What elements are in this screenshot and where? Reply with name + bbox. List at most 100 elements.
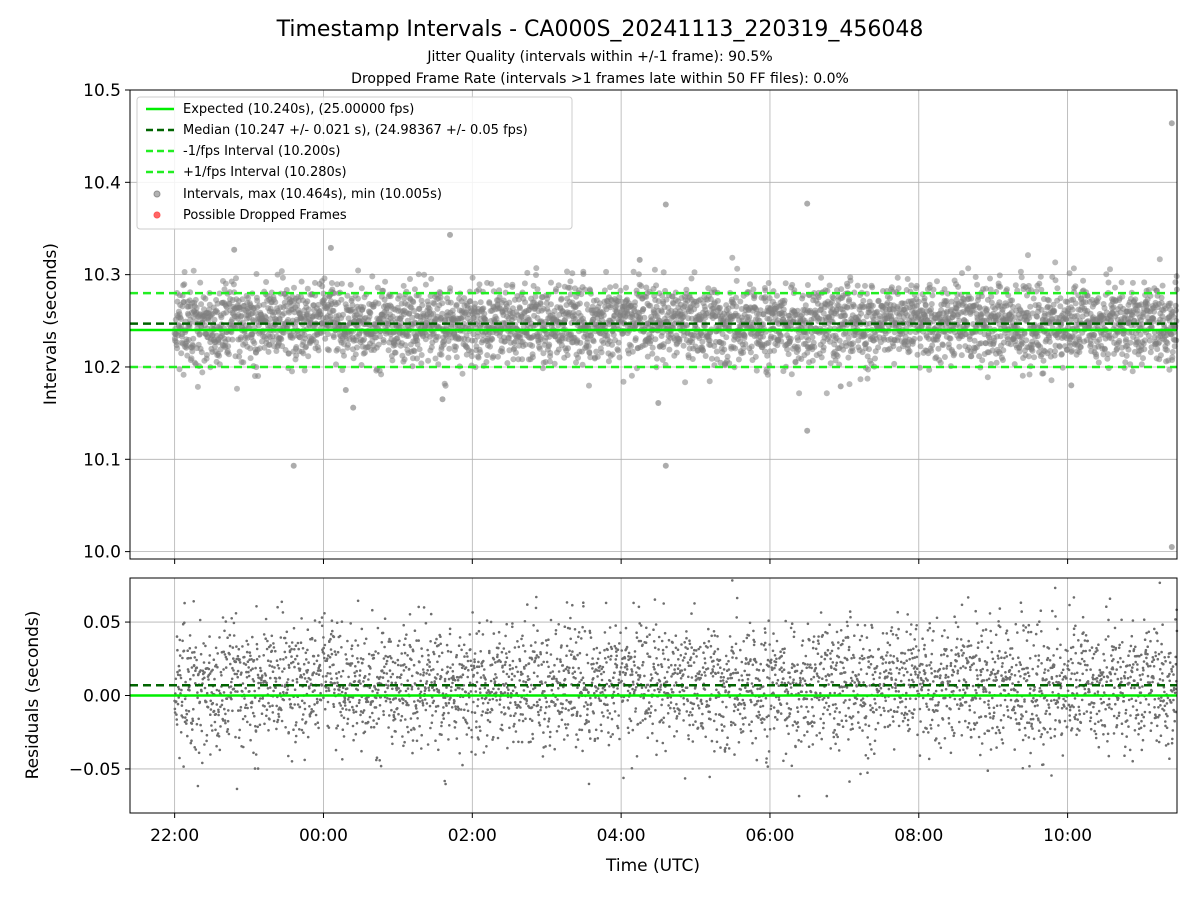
residual-point	[235, 787, 239, 791]
interval-point	[855, 337, 862, 344]
residual-point	[330, 652, 334, 656]
interval-point	[293, 344, 300, 350]
residual-point	[213, 720, 217, 724]
residual-point	[180, 704, 184, 707]
interval-point	[637, 314, 644, 321]
residual-point	[229, 691, 233, 694]
residual-point	[313, 619, 317, 622]
interval-point	[1054, 285, 1061, 292]
residual-point	[296, 703, 300, 706]
legend-label-plus-fps: +1/fps Interval (10.280s)	[183, 165, 347, 180]
interval-point	[641, 314, 648, 321]
residual-point	[312, 671, 316, 674]
residual-point	[317, 654, 320, 657]
interval-point	[862, 282, 868, 289]
interval-point	[453, 301, 460, 308]
interval-outlier-point	[1168, 544, 1175, 550]
residual-point	[174, 700, 178, 703]
residual-point	[332, 663, 335, 666]
interval-point	[846, 296, 853, 303]
interval-point	[1107, 266, 1113, 273]
residual-point	[391, 672, 395, 676]
interval-point	[432, 355, 439, 362]
residual-point	[367, 678, 370, 681]
interval-point	[245, 294, 252, 301]
residual-point	[280, 719, 284, 723]
interval-point	[234, 385, 240, 392]
interval-point	[615, 347, 622, 354]
residual-point	[360, 627, 364, 631]
residual-point	[254, 724, 257, 728]
residual-point	[390, 708, 393, 712]
residual-point	[277, 667, 281, 670]
residual-point	[200, 729, 204, 733]
residual-point	[203, 686, 207, 690]
residual-point	[208, 672, 212, 675]
residual-point	[372, 725, 376, 729]
interval-point	[411, 308, 418, 314]
residual-point	[371, 711, 374, 715]
residual-point	[327, 726, 331, 729]
interval-point	[425, 357, 432, 364]
residual-point	[294, 734, 298, 738]
interval-point	[1132, 296, 1139, 303]
residual-point	[361, 711, 365, 714]
residual-point	[390, 681, 394, 685]
residual-point	[313, 703, 316, 706]
residual-point	[254, 666, 257, 670]
residual-point	[356, 688, 360, 692]
interval-point	[382, 278, 389, 285]
interval-point	[416, 346, 423, 353]
interval-point	[189, 348, 196, 355]
residual-point	[377, 688, 380, 692]
residual-point	[201, 761, 204, 765]
interval-point	[1023, 337, 1030, 344]
interval-point	[439, 310, 446, 317]
legend-entry-expected: Expected (10.240s), (25.00000 fps)	[146, 102, 414, 117]
interval-point	[576, 300, 583, 307]
interval-point	[788, 371, 795, 378]
interval-point	[435, 361, 442, 368]
residual-point	[348, 700, 352, 704]
residual-point	[254, 753, 258, 756]
residual-point	[394, 730, 397, 733]
interval-point	[1030, 295, 1037, 302]
interval-point	[482, 316, 489, 323]
residual-point	[336, 681, 339, 684]
residual-point	[374, 650, 377, 653]
residual-point	[293, 703, 297, 706]
residual-point	[248, 651, 252, 654]
residual-point	[301, 718, 304, 721]
interval-point	[392, 349, 399, 356]
interval-point	[176, 366, 183, 373]
residual-point	[310, 637, 314, 641]
residual-point	[255, 647, 259, 651]
residual-point	[226, 728, 230, 731]
residual-point	[295, 680, 299, 684]
residual-point	[366, 700, 370, 703]
interval-point	[1052, 259, 1059, 266]
residual-point	[304, 651, 308, 655]
residual-point	[223, 719, 227, 722]
residual-point	[361, 658, 365, 661]
interval-point	[305, 306, 312, 313]
interval-point	[809, 334, 816, 341]
interval-point	[850, 340, 857, 347]
residual-point	[269, 644, 272, 647]
residual-point	[383, 645, 386, 649]
interval-point	[418, 360, 425, 367]
residual-point	[383, 665, 386, 669]
residual-point	[272, 689, 275, 693]
interval-point	[237, 334, 244, 341]
residual-point	[300, 699, 304, 703]
residual-point	[319, 698, 323, 702]
residual-point	[386, 697, 389, 700]
residual-point	[269, 660, 273, 663]
interval-point	[211, 316, 218, 323]
residual-point	[350, 647, 353, 651]
interval-point	[1169, 354, 1176, 361]
interval-point	[750, 286, 757, 293]
residual-point	[351, 654, 354, 658]
residual-point	[255, 642, 259, 646]
residual-point	[245, 650, 249, 654]
